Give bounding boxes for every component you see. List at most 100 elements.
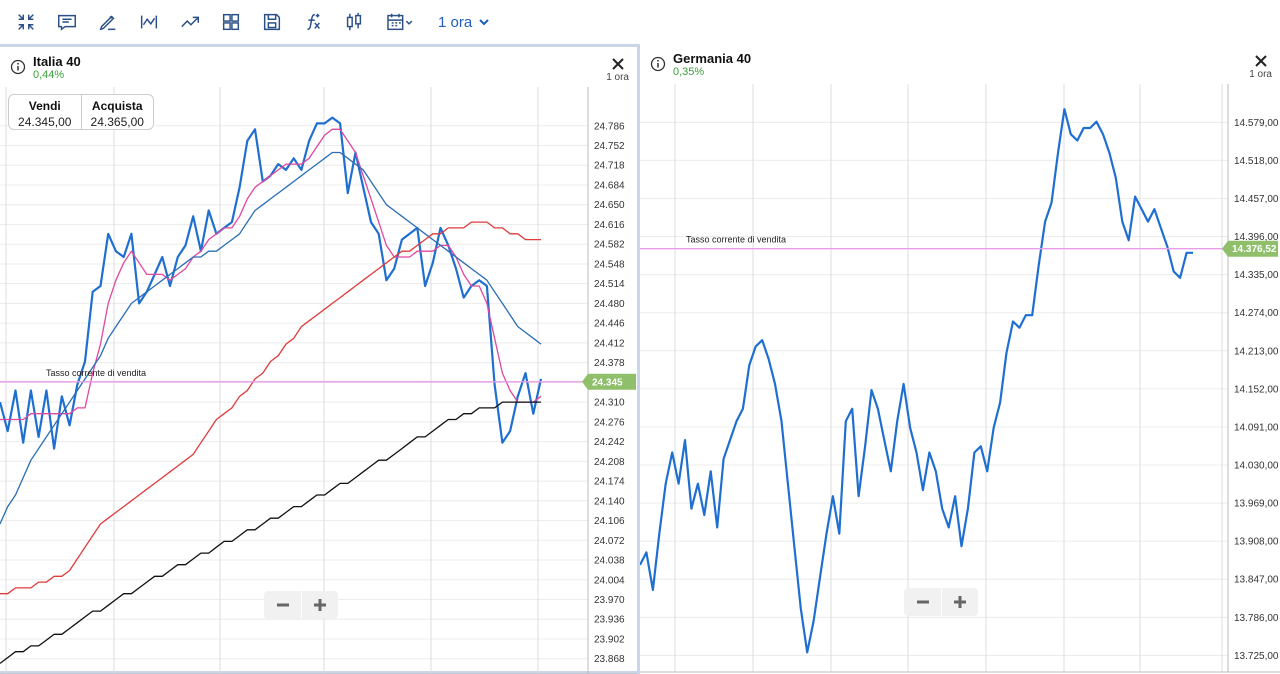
y-tick-label: 14.152,00 [1234, 384, 1279, 395]
y-tick-label: 24.208 [594, 457, 625, 468]
y-tick-label: 24.412 [594, 338, 625, 349]
zoom-in-button[interactable] [301, 591, 338, 619]
y-tick-label: 14.274,00 [1234, 308, 1279, 319]
y-tick-label: 23.970 [594, 595, 625, 606]
y-tick-label: 24.684 [594, 180, 625, 191]
buy-value: 24.365,00 [90, 115, 144, 129]
indicator-icon[interactable] [131, 4, 167, 40]
price-chart[interactable]: 14.579,0014.518,0014.457,0014.396,0014.3… [640, 84, 1280, 674]
y-tick-label: 13.969,00 [1234, 499, 1279, 510]
y-tick-label: 14.518,00 [1234, 156, 1279, 167]
y-tick-label: 23.936 [594, 615, 625, 626]
y-tick-label: 24.242 [594, 437, 625, 448]
zoom-out-button[interactable] [264, 591, 301, 619]
series-line-price [0, 116, 543, 450]
y-tick-label: 13.908,00 [1234, 537, 1279, 548]
comment-icon[interactable] [49, 4, 85, 40]
calendar-icon[interactable] [377, 4, 421, 40]
chart-panel-italia: Italia 40 0,44% 1 ora 24.786 24.752 24.718… [0, 44, 640, 674]
plus-icon [314, 599, 326, 611]
candlestick-icon[interactable] [336, 4, 372, 40]
interval-dropdown[interactable]: 1 ora [438, 14, 490, 31]
buy-quote[interactable]: Acquista 24.365,00 [80, 95, 154, 129]
chart-panel-germania: Germania 40 0,35% 1 ora 14.579,00 14.518,… [640, 44, 1280, 674]
series-line-ma_long [0, 401, 541, 664]
save-icon[interactable] [254, 4, 290, 40]
y-tick-label: 24.106 [594, 516, 625, 527]
y-tick-label: 24.548 [594, 259, 625, 270]
plus-icon [954, 596, 966, 608]
y-tick-label: 14.091,00 [1234, 422, 1279, 433]
panel-interval: 1 ora [1249, 69, 1272, 80]
y-tick-label: 14.213,00 [1234, 346, 1279, 357]
y-tick-label: 24.378 [594, 358, 625, 369]
zoom-in-button[interactable] [941, 588, 978, 616]
y-tick-label: 24.752 [594, 141, 625, 152]
price-chart[interactable]: 24.786 24.752 24.718 24.684 24.650 24.616 24.5… [0, 87, 637, 674]
panel-header: Germania 40 0,35% 1 ora [640, 44, 1280, 84]
layout-grid-icon[interactable] [213, 4, 249, 40]
buy-label: Acquista [91, 99, 143, 113]
y-tick-label: 14.396,00 [1234, 232, 1279, 243]
panel-change: 0,35% [673, 66, 705, 78]
minus-icon [916, 600, 929, 604]
y-tick-label: 24.718 [594, 161, 625, 172]
panel-title: Germania 40 [673, 51, 752, 66]
y-tick-label: 24.310 [594, 398, 625, 409]
y-tick-label: 14.457,00 [1234, 194, 1279, 205]
current-rate-label: Tasso corrente di vendita [46, 368, 146, 378]
draw-icon[interactable] [90, 4, 126, 40]
info-icon[interactable] [10, 59, 26, 75]
collapse-icon[interactable] [8, 4, 44, 40]
y-tick-label: 23.868 [594, 654, 625, 665]
current-rate-label: Tasso corrente di vendita [686, 235, 786, 245]
current-price-tag [582, 373, 636, 390]
zoom-controls [904, 588, 978, 616]
series-line-price [640, 108, 1193, 654]
y-tick-label: 24.004 [594, 575, 625, 586]
zoom-out-button[interactable] [904, 588, 941, 616]
y-tick-label: 14.579,00 [1234, 118, 1279, 129]
current-price-tag [1222, 240, 1278, 257]
y-tick-label: 24.072 [594, 536, 625, 547]
series-line-ma_mid [0, 151, 542, 525]
y-tick-label: 14.335,00 [1234, 270, 1279, 281]
toolbar: 1 ora [0, 0, 1280, 44]
y-tick-label: 23.902 [594, 634, 625, 645]
series-line-ma_fast [0, 128, 542, 421]
close-icon[interactable] [609, 55, 627, 73]
y-tick-label: 24.582 [594, 240, 625, 251]
panel-title: Italia 40 [33, 54, 81, 69]
sell-value: 24.345,00 [18, 115, 72, 129]
panel-header: Italia 40 0,44% 1 ora [0, 47, 637, 87]
y-tick-label: 13.847,00 [1234, 575, 1279, 586]
sell-quote[interactable]: Vendi 24.345,00 [9, 95, 81, 129]
interval-label: 1 ora [438, 13, 473, 31]
y-tick-label: 24.480 [594, 299, 625, 310]
trend-icon[interactable] [172, 4, 208, 40]
info-icon[interactable] [650, 56, 666, 72]
y-tick-label: 24.446 [594, 319, 625, 330]
minus-icon [276, 603, 289, 607]
y-tick-label: 24.174 [594, 477, 625, 488]
y-tick-label: 13.725,00 [1234, 651, 1279, 662]
y-tick-label: 24.038 [594, 556, 625, 567]
sell-label: Vendi [28, 99, 61, 113]
close-icon[interactable] [1252, 52, 1270, 70]
panel-change: 0,44% [33, 69, 65, 81]
current-price-value: 24.345 [592, 377, 623, 388]
formula-icon[interactable] [295, 4, 331, 40]
series-line-ma_slow [0, 221, 541, 595]
current-price-value: 14.376,52 [1232, 244, 1277, 255]
y-tick-label: 24.140 [594, 496, 625, 507]
zoom-controls [264, 591, 338, 619]
chevron-down-icon [479, 19, 489, 26]
y-tick-label: 13.786,00 [1234, 613, 1279, 624]
y-tick-label: 24.786 [594, 121, 625, 132]
y-tick-label: 24.514 [594, 279, 625, 290]
y-tick-label: 24.276 [594, 417, 625, 428]
quote-box: Vendi 24.345,00 Acquista 24.365,00 [8, 94, 154, 130]
y-tick-label: 24.650 [594, 200, 625, 211]
y-tick-label: 24.616 [594, 220, 625, 231]
panel-interval: 1 ora [606, 72, 629, 83]
